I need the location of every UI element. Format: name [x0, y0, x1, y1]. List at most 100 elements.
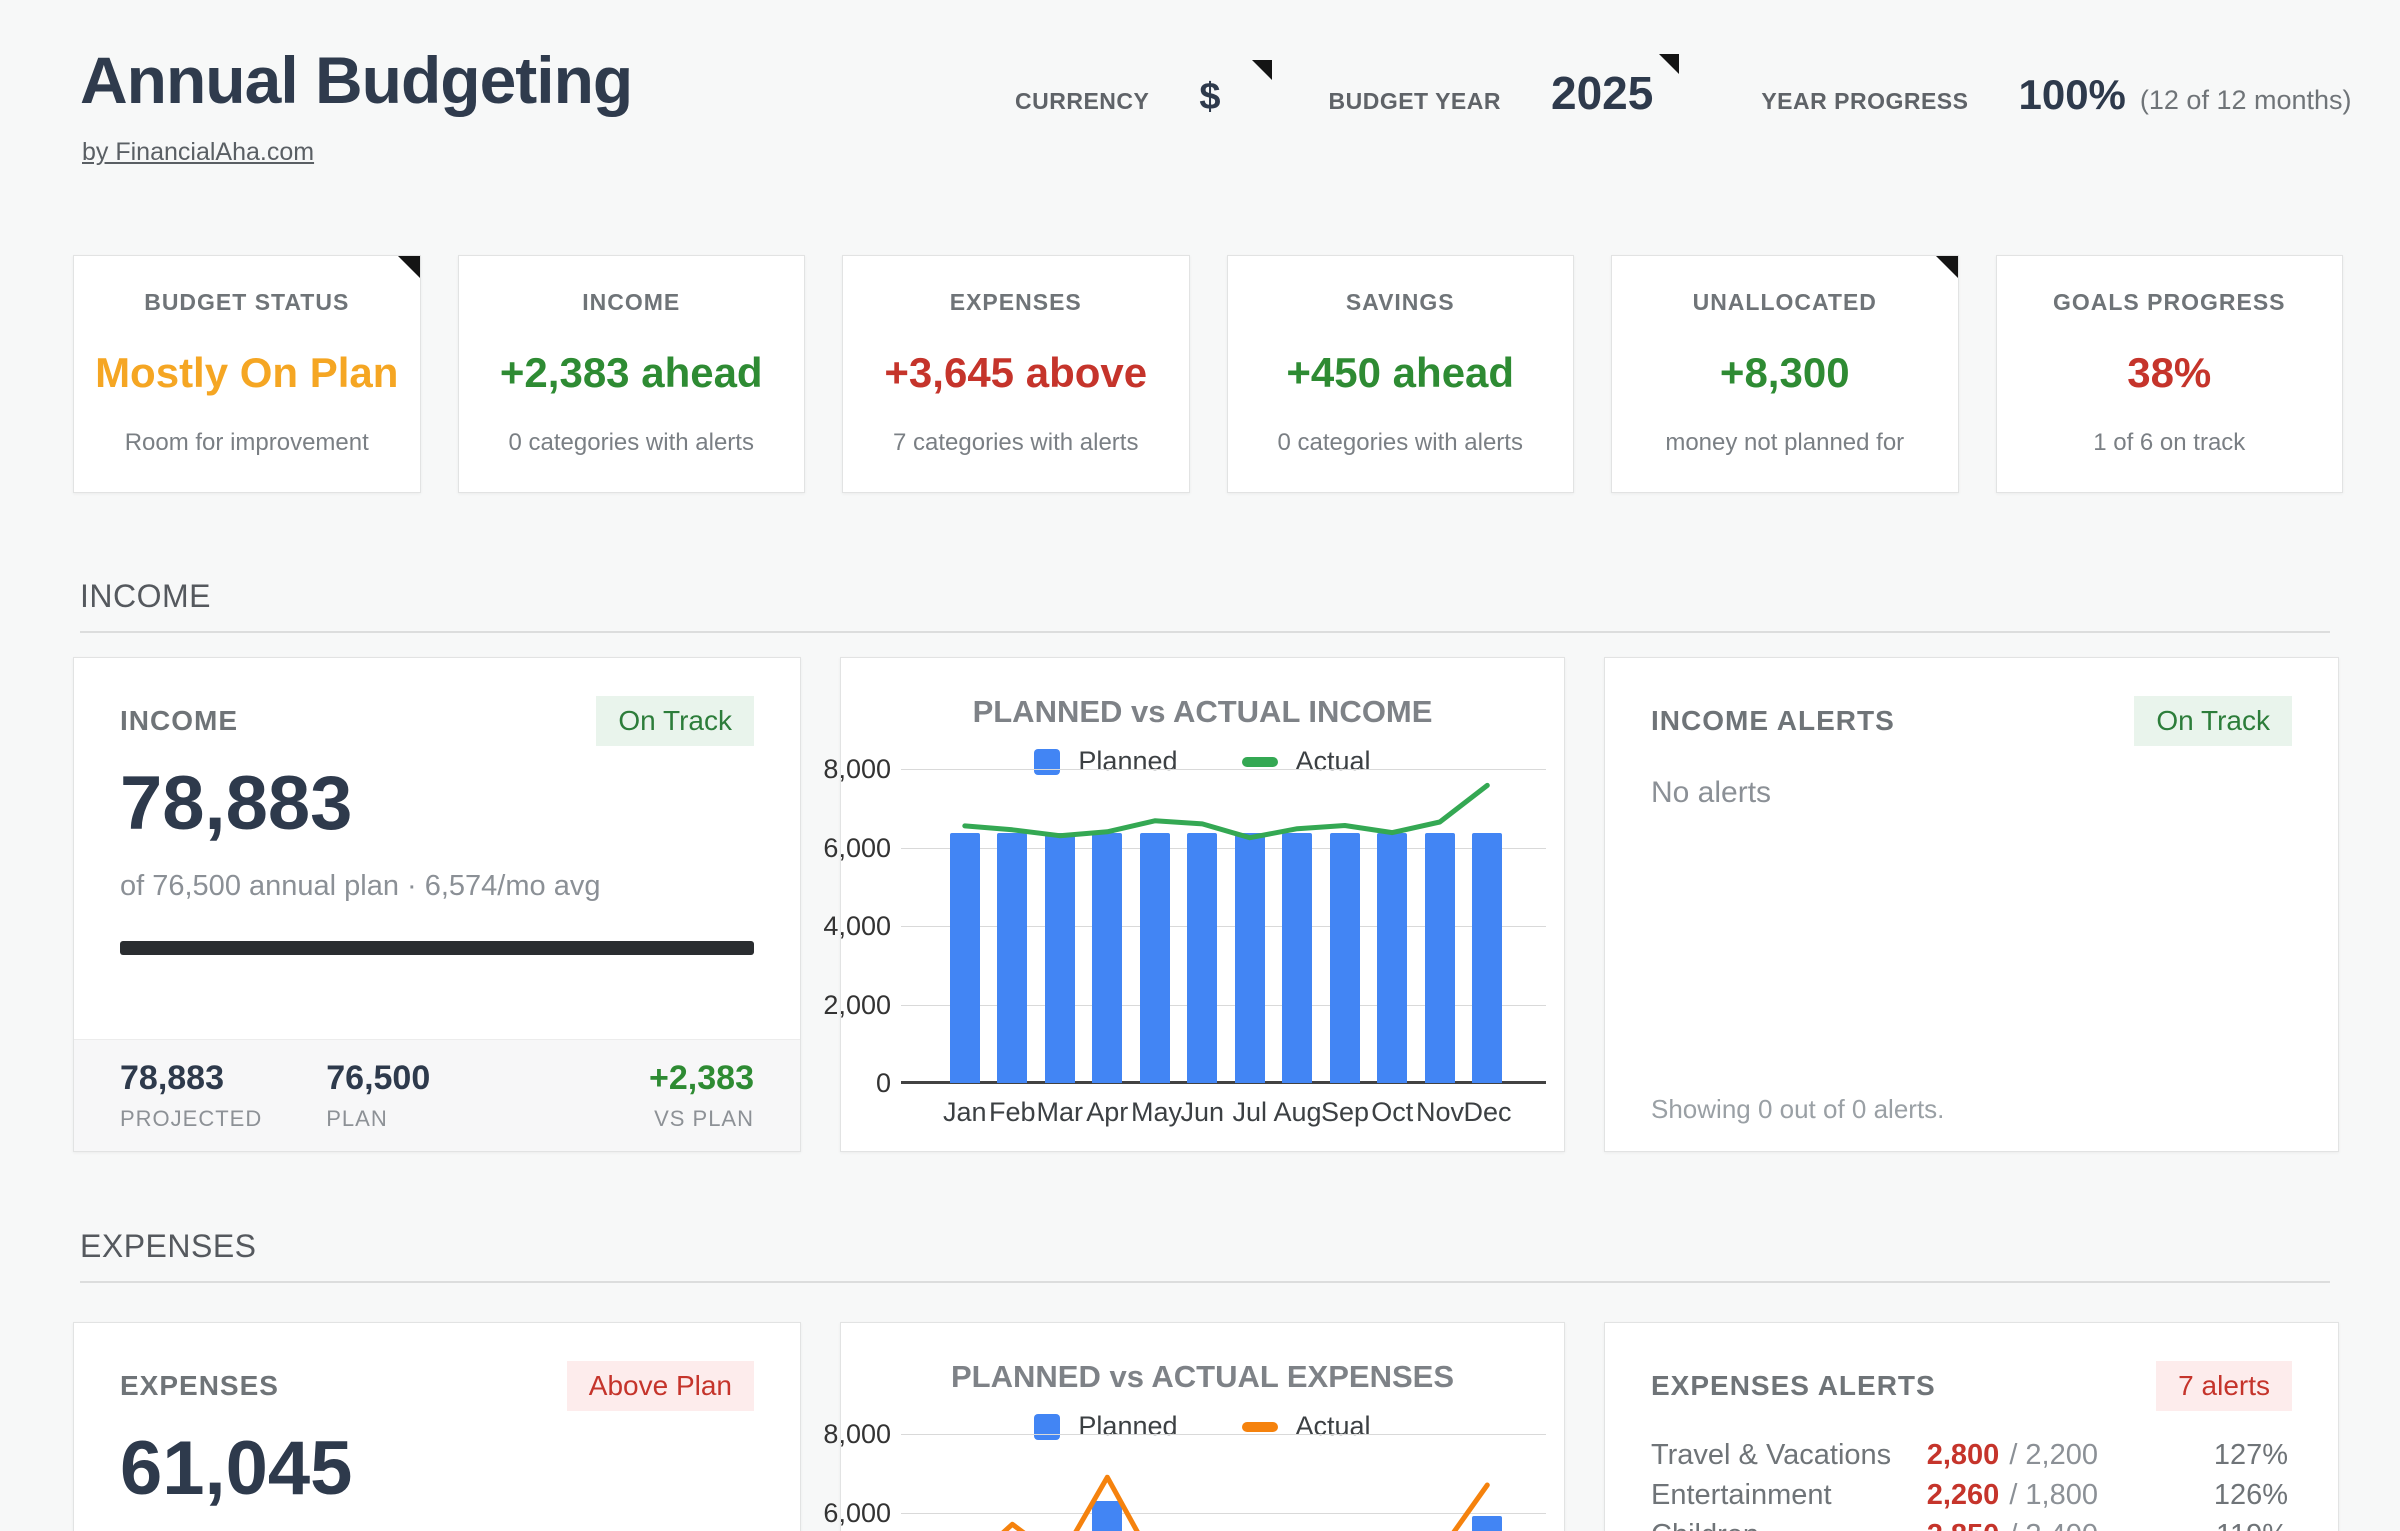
income-alerts-card: INCOME ALERTS On Track No alerts Showing… — [1604, 657, 2339, 1152]
gridline — [901, 1512, 1546, 1514]
card-title: EXPENSES ALERTS — [1651, 1370, 1936, 1401]
planned-bar — [1092, 832, 1123, 1083]
planned-swatch-icon — [1034, 1413, 1061, 1440]
status-badge: On Track — [596, 696, 754, 746]
year-progress-label: YEAR PROGRESS — [1761, 88, 1969, 114]
note-marker-icon — [1659, 54, 1680, 74]
legend-actual: Actual — [1241, 1411, 1371, 1442]
progress-fill — [120, 941, 754, 955]
section-title: INCOME — [80, 578, 211, 614]
no-alerts-text: No alerts — [1651, 776, 1772, 809]
stat-plan: 76,500 PLAN — [326, 1059, 431, 1131]
income-footer: 78,883 PROJECTED 76,500 PLAN +2,383 VS P… — [74, 1039, 800, 1151]
x-axis-tick: Mar — [1036, 1097, 1084, 1127]
page-title: Annual Budgeting — [80, 43, 633, 117]
year-progress-note: (12 of 12 months) — [2139, 85, 2352, 115]
income-section-header: INCOME — [80, 578, 2330, 633]
x-axis-tick: Dec — [1463, 1097, 1512, 1127]
status-badge: On Track — [2134, 696, 2292, 746]
x-axis-tick: Jul — [1232, 1097, 1267, 1127]
card-value: +2,383 ahead — [499, 348, 763, 396]
chart-title: PLANNED vs ACTUAL INCOME — [972, 694, 1433, 729]
legend-planned: Planned — [1034, 746, 1178, 777]
chart-legend: Planned Actual — [841, 746, 1564, 777]
chart-legend: Planned Actual — [841, 1411, 1564, 1442]
legend-actual: Actual — [1241, 746, 1371, 777]
card-label: INCOME — [582, 289, 681, 315]
card-value: Mostly On Plan — [95, 348, 399, 396]
currency-value: $ — [1199, 76, 1221, 118]
card-note: 0 categories with alerts — [1277, 429, 1523, 456]
card-label: BUDGET STATUS — [144, 289, 350, 315]
summary-card-goals-progress: GOALS PROGRESS 38% 1 of 6 on track — [1995, 255, 2343, 493]
planned-bar — [1139, 832, 1170, 1083]
card-label: EXPENSES — [949, 289, 1082, 315]
card-title: EXPENSES — [120, 1370, 279, 1401]
x-axis-tick: Nov — [1416, 1097, 1465, 1127]
planned-bar — [1044, 832, 1075, 1083]
card-note: 0 categories with alerts — [508, 429, 754, 456]
y-axis-tick: 6,000 — [823, 1497, 891, 1528]
x-axis-tick: Apr — [1086, 1097, 1129, 1127]
note-marker-icon — [1935, 256, 1958, 278]
summary-card-income: INCOME +2,383 ahead 0 categories with al… — [457, 255, 805, 493]
alerts-count-badge: 7 alerts — [2156, 1361, 2292, 1411]
x-axis-tick: Aug — [1273, 1097, 1322, 1127]
expenses-alerts-card: EXPENSES ALERTS 7 alerts Travel & Vacati… — [1604, 1322, 2339, 1531]
progress-bar — [120, 941, 754, 955]
planned-bar — [949, 832, 980, 1083]
expenses-chart-plot: 02,0004,0006,0008,000JanFebMarAprMayJunJ… — [823, 1419, 1546, 1531]
planned-bar — [1187, 832, 1218, 1083]
budget-year-select[interactable]: 2025 — [1550, 54, 1680, 120]
year-progress-value: 100% (12 of 12 months) — [2018, 71, 2352, 118]
x-axis-tick: May — [1131, 1097, 1183, 1127]
stat-projected: 78,883 PROJECTED — [120, 1059, 263, 1131]
section-divider — [80, 1281, 2330, 1283]
currency-label: CURRENCY — [1015, 88, 1150, 114]
alerts-list: Travel & Vacations 2,800 / 2,200 127% En… — [1651, 1435, 2288, 1531]
currency-select[interactable]: $ — [1199, 60, 1273, 119]
card-label: SAVINGS — [1345, 289, 1455, 315]
card-value: +3,645 above — [884, 348, 1148, 396]
y-axis-tick: 6,000 — [823, 832, 891, 863]
alert-row: Entertainment 2,260 / 1,800 126% — [1651, 1478, 2288, 1511]
card-value: 38% — [2127, 348, 2212, 396]
planned-bar — [1329, 832, 1360, 1083]
gridline — [901, 926, 1546, 927]
note-marker-icon — [1252, 60, 1273, 80]
planned-bar — [1282, 832, 1313, 1083]
alert-row: Travel & Vacations 2,800 / 2,200 127% — [1651, 1438, 2288, 1471]
legend-planned: Planned — [1034, 1411, 1178, 1442]
card-value: +8,300 — [1719, 348, 1850, 396]
budget-year-control: BUDGET YEAR 2025 — [1328, 54, 1680, 120]
year-progress: YEAR PROGRESS 100% (12 of 12 months) — [1761, 71, 2351, 119]
card-label: UNALLOCATED — [1692, 289, 1877, 315]
summary-card-savings: SAVINGS +450 ahead 0 categories with ale… — [1226, 255, 1574, 493]
alert-row: Children 2,850 / 2,400 119% — [1651, 1515, 2288, 1531]
income-total: 78,883 — [120, 761, 353, 846]
x-axis-tick: Sep — [1321, 1097, 1370, 1127]
card-note: Room for improvement — [124, 429, 369, 456]
summary-card-unallocated: UNALLOCATED +8,300 money not planned for — [1611, 255, 1959, 493]
expenses-row: EXPENSES Above Plan 61,045 of 57,400 ann… — [73, 1322, 2339, 1531]
byline-link[interactable]: by FinancialAha.com — [82, 138, 315, 166]
budget-year-label: BUDGET YEAR — [1328, 88, 1501, 114]
income-summary-card: INCOME On Track 78,883 of 76,500 annual … — [73, 657, 801, 1152]
card-title: INCOME ALERTS — [1651, 705, 1895, 736]
expenses-summary-card: EXPENSES Above Plan 61,045 of 57,400 ann… — [73, 1322, 801, 1531]
header-controls: CURRENCY $ BUDGET YEAR 2025 YEAR PROGRES… — [1015, 54, 2352, 120]
planned-bar — [1424, 832, 1455, 1083]
y-axis-tick: 8,000 — [823, 1419, 891, 1449]
gridline — [901, 1434, 1546, 1435]
budget-year-value: 2025 — [1550, 67, 1654, 119]
summary-card-expenses: EXPENSES +3,645 above 7 categories with … — [842, 255, 1190, 493]
card-note: 7 categories with alerts — [893, 429, 1139, 456]
alerts-footer-text: Showing 0 out of 0 alerts. — [1651, 1094, 1945, 1124]
actual-swatch-icon — [1241, 756, 1278, 767]
planned-bar — [1377, 832, 1408, 1083]
y-axis-tick: 2,000 — [823, 989, 891, 1020]
gridline — [901, 769, 1546, 770]
gridline — [901, 1081, 1546, 1084]
actual-line — [1001, 1474, 1490, 1531]
income-row: INCOME On Track 78,883 of 76,500 annual … — [73, 657, 2339, 1152]
